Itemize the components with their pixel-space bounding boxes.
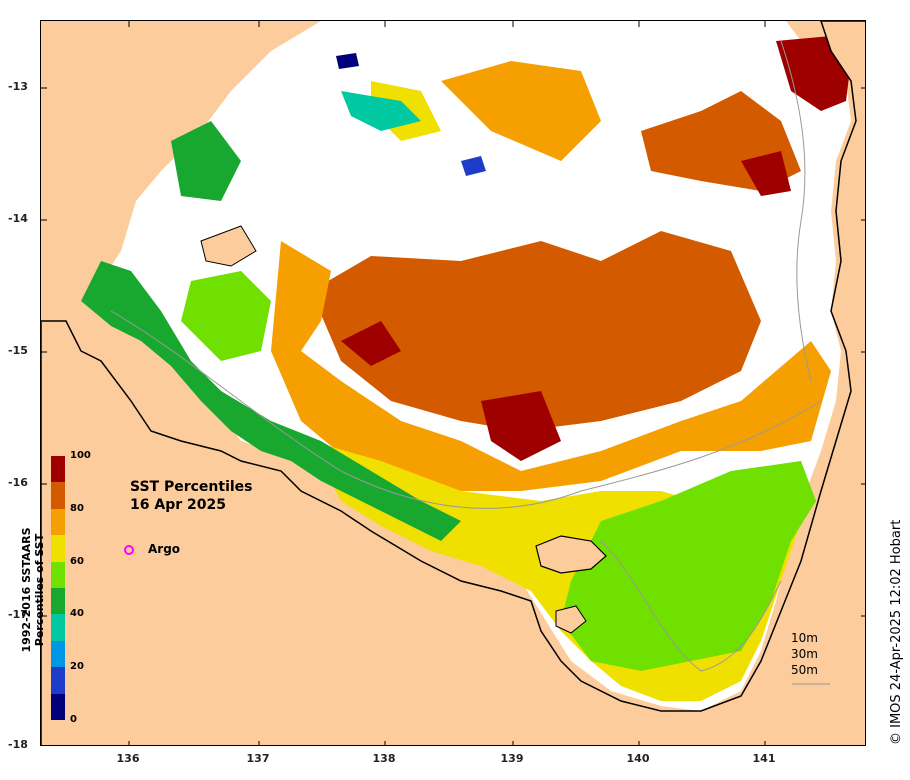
island-small — [555, 605, 587, 634]
colorbar-segment-1 — [51, 482, 65, 509]
band-90-100 — [776, 36, 851, 111]
depth-legend-50m: 50m — [791, 663, 818, 677]
colorbar-tick-20: 20 — [70, 661, 84, 672]
colorbar-tick-100: 100 — [70, 450, 91, 461]
lon-label-136: 136 — [116, 752, 140, 765]
lat-label-18: -18 — [8, 738, 28, 751]
colorbar-title: 1992-2016 SSTAARS Percentiles of SST — [20, 505, 46, 675]
colorbar-tick-60: 60 — [70, 556, 84, 567]
lat-label-14: -14 — [8, 212, 28, 225]
colorbar-segment-5 — [51, 587, 65, 615]
colorbar-segment-3 — [51, 535, 65, 562]
depth-legend-10m: 10m — [791, 631, 818, 645]
colorbar-segment-9 — [51, 693, 65, 720]
band-90-100-c — [481, 391, 561, 461]
colorbar-segment-7 — [51, 640, 65, 668]
depth-legend: 10m 30m 50m — [791, 630, 818, 678]
colorbar-segment-4 — [51, 561, 65, 588]
argo-label: Argo — [148, 542, 181, 556]
band-0-10 — [336, 53, 359, 69]
depth-contour — [110, 310, 822, 509]
band-30-40 — [341, 91, 421, 131]
colorbar-title-line-1: 1992-2016 SSTAARS — [20, 527, 33, 653]
lat-label-16: -16 — [8, 476, 28, 489]
lon-label-140: 140 — [626, 752, 650, 765]
band-50-60 — [561, 461, 816, 671]
colorbar-segment-2 — [51, 508, 65, 536]
title-line-2: 16 Apr 2025 — [130, 497, 226, 513]
colorbar-segment-0 — [51, 456, 65, 483]
band-40-50 — [81, 261, 461, 541]
lon-label-138: 138 — [372, 752, 396, 765]
band-40-50-north — [171, 121, 241, 201]
lat-label-15: -15 — [8, 344, 28, 357]
band-90-100-b — [341, 321, 401, 366]
lat-label-13: -13 — [8, 80, 28, 93]
band-80-90 — [311, 231, 761, 431]
colorbar-tick-40: 40 — [70, 608, 84, 619]
band-90-100-d — [741, 151, 791, 196]
lon-label-137: 137 — [246, 752, 270, 765]
colorbar-segment-6 — [51, 614, 65, 641]
island-south — [535, 535, 607, 574]
colorbar — [51, 456, 65, 720]
sst-percentile-map — [41, 21, 865, 745]
depth-contour-2 — [600, 540, 782, 672]
lon-label-141: 141 — [752, 752, 776, 765]
band-10-20 — [461, 156, 486, 176]
frame-ticks — [41, 21, 865, 745]
map-title: SST Percentiles 16 Apr 2025 — [130, 478, 253, 514]
argo-marker-icon — [124, 544, 134, 555]
colorbar-title-line-2: Percentiles of SST — [33, 533, 46, 647]
colorbar-tick-0: 0 — [70, 714, 77, 725]
credit-text: © IMOS 24-Apr-2025 12:02 Hobart — [889, 519, 904, 745]
band-70-80-north — [441, 61, 601, 161]
island-west — [200, 225, 257, 267]
lon-label-139: 139 — [500, 752, 524, 765]
band-70-80 — [271, 241, 831, 491]
colorbar-tick-80: 80 — [70, 503, 84, 514]
depth-legend-30m: 30m — [791, 647, 818, 661]
depth-contour-3 — [780, 40, 812, 382]
title-line-1: SST Percentiles — [130, 479, 253, 495]
map-panel — [40, 20, 866, 746]
lat-label-17: -17 — [8, 608, 28, 621]
land-southwest — [41, 21, 865, 745]
argo-legend: Argo — [124, 542, 180, 556]
band-50-60-west — [181, 271, 271, 361]
colorbar-segment-8 — [51, 667, 65, 694]
